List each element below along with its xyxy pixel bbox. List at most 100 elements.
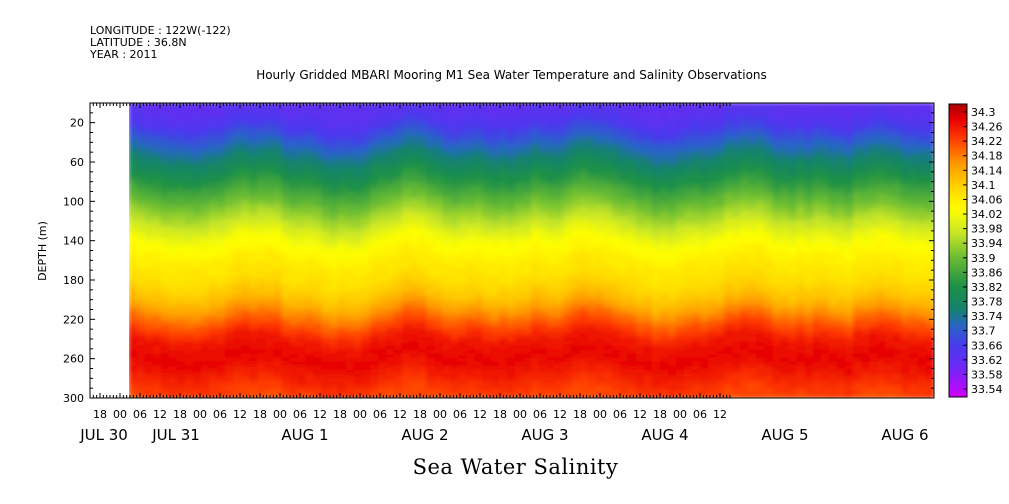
- heat-cell: [643, 269, 653, 276]
- heat-cell: [514, 369, 525, 375]
- heat-cell: [426, 317, 436, 323]
- heat-cell: [144, 377, 154, 383]
- heat-cell: [370, 103, 380, 108]
- heat-cell: [233, 214, 243, 220]
- heat-cell: [200, 389, 211, 395]
- heat-cell: [458, 265, 468, 272]
- heat-cell: [635, 273, 645, 280]
- heat-cell: [361, 202, 372, 208]
- heat-cell: [506, 389, 517, 395]
- heat-cell: [442, 138, 452, 144]
- heat-cell: [418, 114, 428, 120]
- heat-cell: [627, 238, 637, 244]
- heat-cell: [257, 357, 267, 363]
- heat-cell: [659, 246, 670, 252]
- heat-cell: [281, 226, 291, 232]
- heat-cell: [555, 226, 565, 232]
- heat-cell: [129, 146, 138, 152]
- heat-cell: [305, 297, 315, 304]
- heat-cell: [667, 234, 678, 240]
- heat-cell: [370, 182, 380, 188]
- heat-cell: [200, 202, 211, 208]
- heat-cell: [297, 214, 307, 220]
- heat-cell: [643, 313, 653, 319]
- heat-cell: [531, 389, 541, 395]
- heat-cell: [136, 103, 146, 108]
- heat-cell: [136, 305, 146, 311]
- heat-cell: [603, 154, 613, 160]
- heat-cell: [506, 158, 517, 164]
- heat-cell: [611, 265, 621, 272]
- heat-cell: [418, 250, 428, 256]
- heat-cell: [313, 238, 323, 244]
- heat-cell: [490, 293, 500, 300]
- heat-cell: [160, 230, 170, 236]
- heat-cell: [522, 218, 533, 224]
- heat-cell: [547, 329, 557, 335]
- heat-cell: [426, 341, 436, 347]
- heat-cell: [289, 218, 299, 224]
- heat-cell: [241, 377, 251, 383]
- heat-cell: [490, 103, 500, 108]
- heat-cell: [595, 349, 605, 355]
- heat-cell: [265, 309, 275, 315]
- heat-cell: [514, 234, 525, 240]
- heat-cell: [579, 246, 589, 252]
- heat-cell: [361, 313, 372, 319]
- heat-cell: [587, 349, 597, 355]
- heat-cell: [249, 122, 259, 128]
- heat-cell: [490, 182, 500, 188]
- heat-cell: [603, 103, 613, 108]
- heat-cell: [563, 210, 573, 216]
- heat-cell: [402, 246, 412, 252]
- heat-cell: [313, 349, 323, 355]
- heat-cell: [498, 385, 509, 391]
- heat-cell: [434, 257, 444, 264]
- heat-cell: [370, 349, 380, 355]
- heat-cell: [160, 357, 170, 363]
- heat-cell: [394, 357, 404, 363]
- heat-cell: [233, 130, 243, 136]
- heat-cell: [281, 369, 291, 375]
- heat-cell: [152, 357, 162, 363]
- heat-cell: [297, 385, 307, 391]
- heat-cell: [281, 150, 291, 156]
- heat-cell: [152, 138, 162, 144]
- heat-cell: [474, 289, 484, 296]
- heat-cell: [329, 273, 339, 280]
- heat-cell: [144, 393, 154, 398]
- heat-cell: [233, 194, 243, 200]
- heat-cell: [168, 265, 178, 272]
- heat-cell: [225, 293, 235, 300]
- heat-cell: [386, 313, 396, 319]
- heat-cell: [297, 230, 307, 236]
- heat-cell: [619, 389, 629, 395]
- heat-cell: [160, 198, 170, 204]
- heat-cell: [394, 385, 404, 391]
- heat-cell: [563, 369, 573, 375]
- heat-cell: [353, 373, 364, 379]
- heat-cell: [539, 269, 549, 276]
- heat-cell: [289, 381, 299, 387]
- heat-cell: [555, 301, 565, 308]
- heat-cell: [539, 353, 549, 359]
- heat-cell: [313, 285, 323, 292]
- heat-cell: [160, 265, 170, 272]
- heat-cell: [442, 369, 452, 375]
- heat-cell: [474, 202, 484, 208]
- heat-cell: [531, 321, 541, 327]
- heat-cell: [136, 190, 146, 196]
- heat-cell: [297, 234, 307, 240]
- heat-cell: [627, 166, 637, 172]
- heat-cell: [241, 166, 251, 172]
- heat-cell: [144, 329, 154, 335]
- heat-cell: [402, 337, 412, 343]
- heat-cell: [474, 106, 484, 112]
- heat-cell: [144, 122, 154, 128]
- heat-cell: [337, 345, 348, 351]
- heat-cell: [482, 281, 492, 288]
- heat-cell: [152, 222, 162, 228]
- heat-cell: [200, 142, 211, 148]
- heat-cell: [555, 333, 565, 339]
- heat-cell: [313, 174, 323, 180]
